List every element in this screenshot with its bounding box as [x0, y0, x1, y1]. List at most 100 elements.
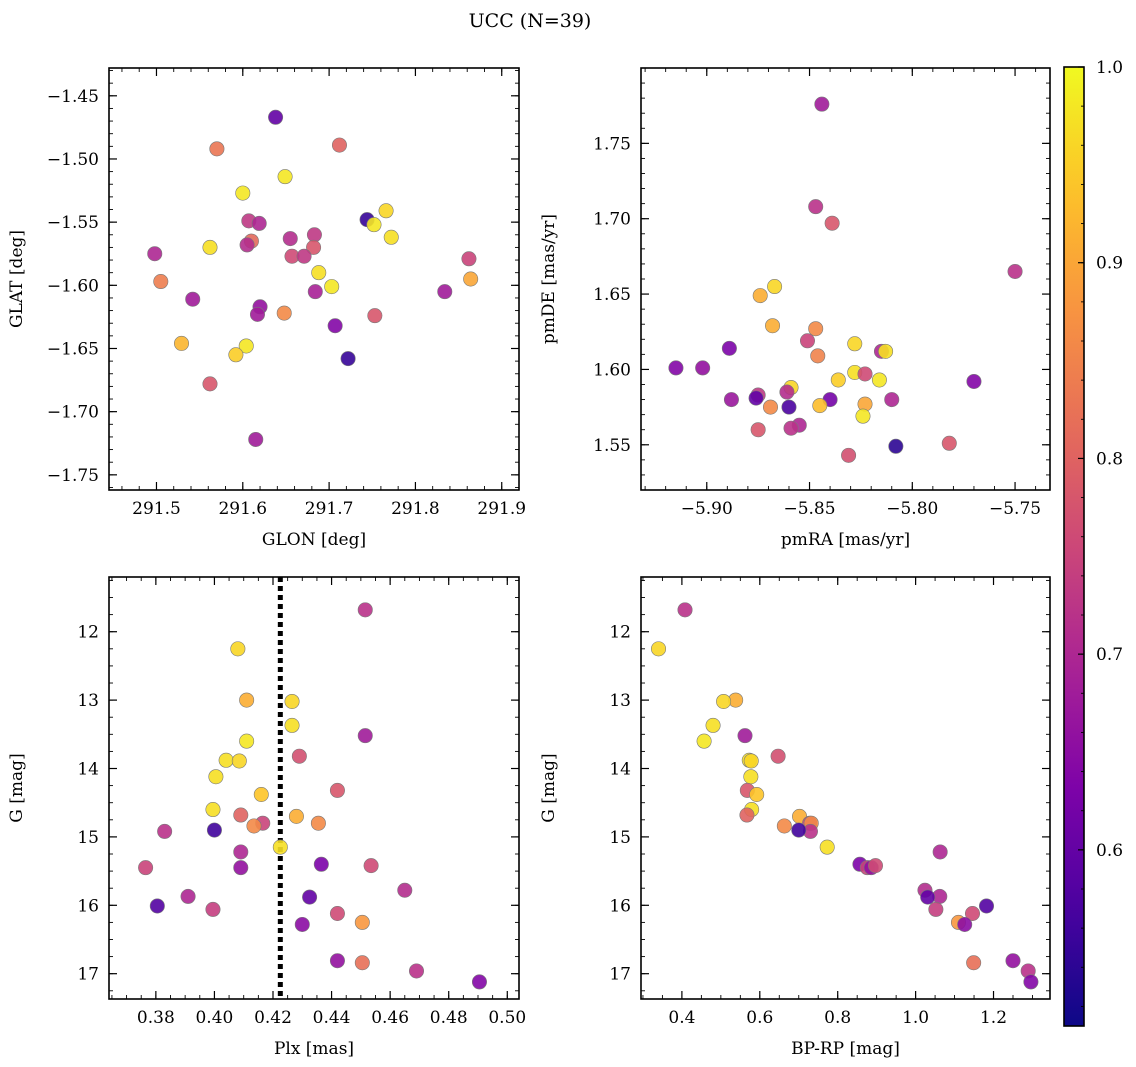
data-point	[313, 856, 329, 872]
data-point	[294, 916, 310, 932]
data-point	[696, 733, 712, 749]
data-point	[791, 822, 807, 838]
panel-plx-g: 0.38 0.40 0.42 0.44 0.46 0.48 0.50 12 13 14 15 16 17…	[7, 576, 526, 1059]
x-tick-label: 291.5	[132, 499, 181, 519]
x-tick-label: 0.44	[313, 1008, 351, 1028]
data-point	[277, 169, 293, 185]
panel-bprp-g: 0.4 0.6 0.8 1.0 1.2 12 13 14 15 16 17 BP-RP [mag] G …	[539, 576, 1051, 1059]
data-point	[233, 807, 249, 823]
y-axis-label: G [mag]	[539, 753, 559, 822]
data-point	[282, 231, 298, 247]
data-point	[357, 728, 373, 744]
y-tick-label: 13	[77, 691, 99, 711]
colorbar-tick-label: 0.9	[1096, 254, 1123, 274]
colorbar-frame	[1063, 66, 1085, 1027]
y-tick-label: 15	[77, 828, 99, 848]
points	[651, 602, 1039, 990]
x-tick-label: 0.4	[668, 1008, 695, 1028]
y-tick-label: 15	[609, 828, 631, 848]
x-tick-label: 0.40	[195, 1008, 233, 1028]
y-tick-label: 1.60	[593, 360, 631, 380]
data-point	[878, 343, 894, 359]
y-tick-label: 16	[609, 896, 631, 916]
data-point	[888, 438, 904, 454]
x-axis-label: pmRA [mas/yr]	[781, 530, 910, 550]
data-point	[233, 844, 249, 860]
data-point	[209, 141, 225, 157]
data-point	[1005, 953, 1021, 969]
data-point	[149, 898, 165, 914]
x-tick-label: −5.85	[783, 499, 835, 519]
data-point	[739, 807, 755, 823]
data-point	[397, 882, 413, 898]
colorbar-tick-label: 0.7	[1096, 645, 1123, 665]
data-point	[238, 338, 254, 354]
data-point	[306, 227, 322, 243]
x-tick-label: 0.42	[254, 1008, 292, 1028]
data-point	[1023, 974, 1039, 990]
data-point	[357, 602, 373, 618]
data-point	[248, 431, 264, 447]
data-point	[268, 109, 284, 125]
x-tick-label: 291.8	[391, 499, 440, 519]
axes-frame	[640, 67, 1051, 491]
data-point	[235, 185, 251, 201]
figure-title: UCC (N=39)	[469, 10, 592, 32]
x-tick-label: 0.8	[824, 1008, 851, 1028]
x-axis-label: Plx [mas]	[274, 1039, 354, 1059]
data-point	[208, 769, 224, 785]
y-tick-label: −1.70	[47, 403, 99, 423]
data-point	[847, 336, 863, 352]
data-point	[776, 818, 792, 834]
data-point	[695, 360, 711, 376]
data-point	[748, 390, 764, 406]
data-point	[327, 318, 343, 334]
x-tick-label: 0.50	[488, 1008, 526, 1028]
data-point	[979, 898, 995, 914]
y-tick-label: 12	[77, 623, 99, 643]
data-point	[737, 728, 753, 744]
data-point	[329, 782, 345, 798]
points	[138, 602, 487, 990]
data-point	[781, 399, 797, 415]
data-point	[677, 602, 693, 618]
data-point	[408, 963, 424, 979]
y-tick-label: −1.75	[47, 466, 99, 486]
data-point	[249, 306, 265, 322]
data-point	[941, 435, 957, 451]
data-point	[231, 753, 247, 769]
data-point	[206, 822, 222, 838]
data-point	[779, 384, 795, 400]
data-point	[463, 271, 479, 287]
colorbar-tick-label: 0.6	[1096, 841, 1123, 861]
data-point	[306, 239, 322, 255]
x-tick-label: 0.38	[137, 1008, 175, 1028]
x-tick-label: 0.6	[746, 1008, 773, 1028]
data-point	[307, 284, 323, 300]
data-point	[233, 860, 249, 876]
data-point	[765, 318, 781, 334]
data-point	[857, 366, 873, 382]
data-point	[814, 96, 830, 112]
data-point	[723, 392, 739, 408]
y-axis-label: pmDE [mas/yr]	[539, 214, 559, 344]
data-point	[668, 360, 684, 376]
y-tick-label: 1.75	[593, 134, 631, 154]
axes-frame	[640, 576, 1051, 1000]
data-point	[716, 693, 732, 709]
data-point	[367, 308, 383, 324]
y-tick-label: 13	[609, 691, 631, 711]
y-tick-label: 14	[609, 760, 631, 780]
x-tick-label: 291.9	[477, 499, 526, 519]
data-point	[957, 916, 973, 932]
data-point	[251, 215, 267, 231]
data-point	[743, 753, 759, 769]
data-point	[651, 641, 667, 657]
points	[668, 96, 1023, 463]
axes-frame	[108, 67, 520, 491]
data-point	[205, 901, 221, 917]
data-point	[1007, 263, 1023, 279]
data-point	[147, 246, 163, 262]
data-point	[366, 217, 382, 233]
data-point	[808, 321, 824, 337]
